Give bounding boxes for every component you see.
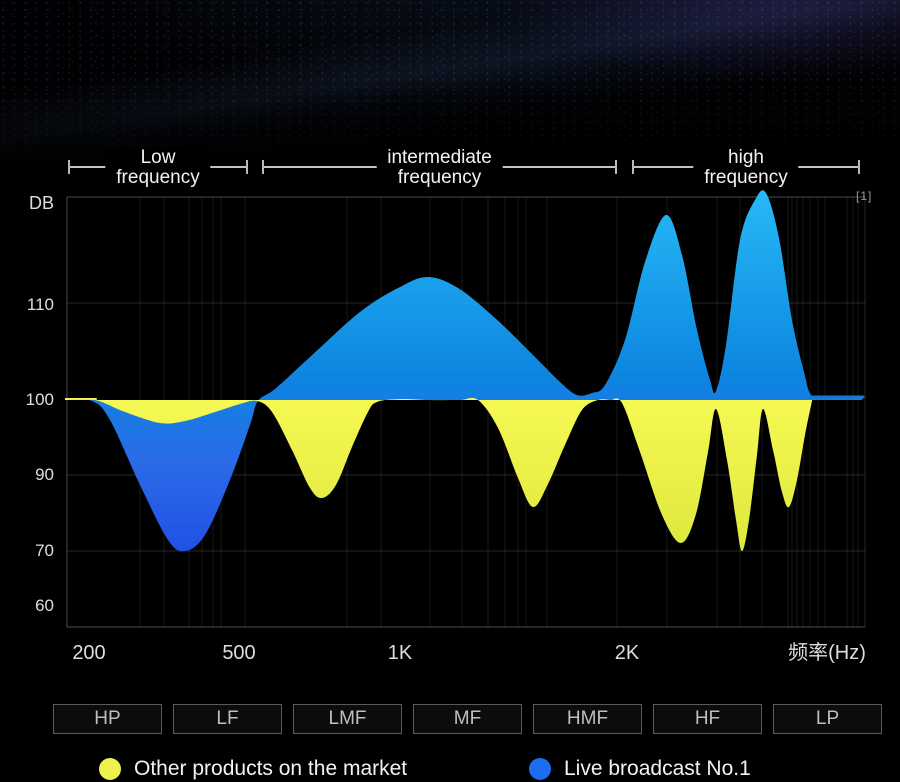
y-axis-tick-100: 100 xyxy=(25,390,54,409)
bracket-tick xyxy=(246,160,248,174)
y-axis-tick-60: 60 xyxy=(35,596,54,615)
x-axis-tick-2k: 2K xyxy=(614,642,640,664)
eq-band-button-hf[interactable]: HF xyxy=(653,704,762,734)
band-bracket-intermediate: intermediate frequency xyxy=(262,148,617,188)
eq-band-button-hp[interactable]: HP xyxy=(53,704,162,734)
y-axis-unit-label: DB xyxy=(28,193,54,213)
eq-band-button-row: HP LF LMF MF HMF HF LP xyxy=(53,704,882,734)
eq-band-button-mf[interactable]: MF xyxy=(413,704,522,734)
bracket-tick xyxy=(68,160,70,174)
eq-band-button-lp[interactable]: LP xyxy=(773,704,882,734)
eq-band-button-hmf[interactable]: HMF xyxy=(533,704,642,734)
eq-band-button-lf[interactable]: LF xyxy=(173,704,282,734)
bracket-tick xyxy=(858,160,860,174)
bracket-tick xyxy=(615,160,617,174)
band-bracket-low: Low frequency xyxy=(68,148,248,188)
y-axis-tick-90: 90 xyxy=(35,465,54,484)
x-axis-tick-500: 500 xyxy=(222,642,256,664)
bracket-tick xyxy=(632,160,634,174)
legend-item-other-products: Other products on the market xyxy=(99,757,407,781)
band-bracket-high: high frequency xyxy=(632,148,860,188)
stage-photo-background xyxy=(0,0,900,175)
legend-label: Live broadcast No.1 xyxy=(564,757,751,780)
band-label-intermediate-frequency: intermediate frequency xyxy=(376,148,503,188)
band-label-low-frequency: Low frequency xyxy=(105,148,211,188)
legend-item-live-broadcast: Live broadcast No.1 xyxy=(529,757,751,781)
x-axis-tick-1k: 1K xyxy=(387,642,413,664)
legend-swatch-blue xyxy=(529,758,551,780)
y-axis-tick-110: 110 xyxy=(26,295,54,314)
band-label-high-frequency: high frequency xyxy=(693,148,799,188)
legend-label: Other products on the market xyxy=(134,757,408,780)
reference-marker: [1] xyxy=(856,189,873,203)
eq-band-button-lmf[interactable]: LMF xyxy=(293,704,402,734)
legend-swatch-yellow xyxy=(99,758,121,780)
bracket-tick xyxy=(262,160,264,174)
y-axis-tick-70: 70 xyxy=(35,541,54,560)
x-axis-tick-200: 200 xyxy=(72,642,106,664)
x-axis-unit-label: 频率(Hz) xyxy=(788,642,866,664)
